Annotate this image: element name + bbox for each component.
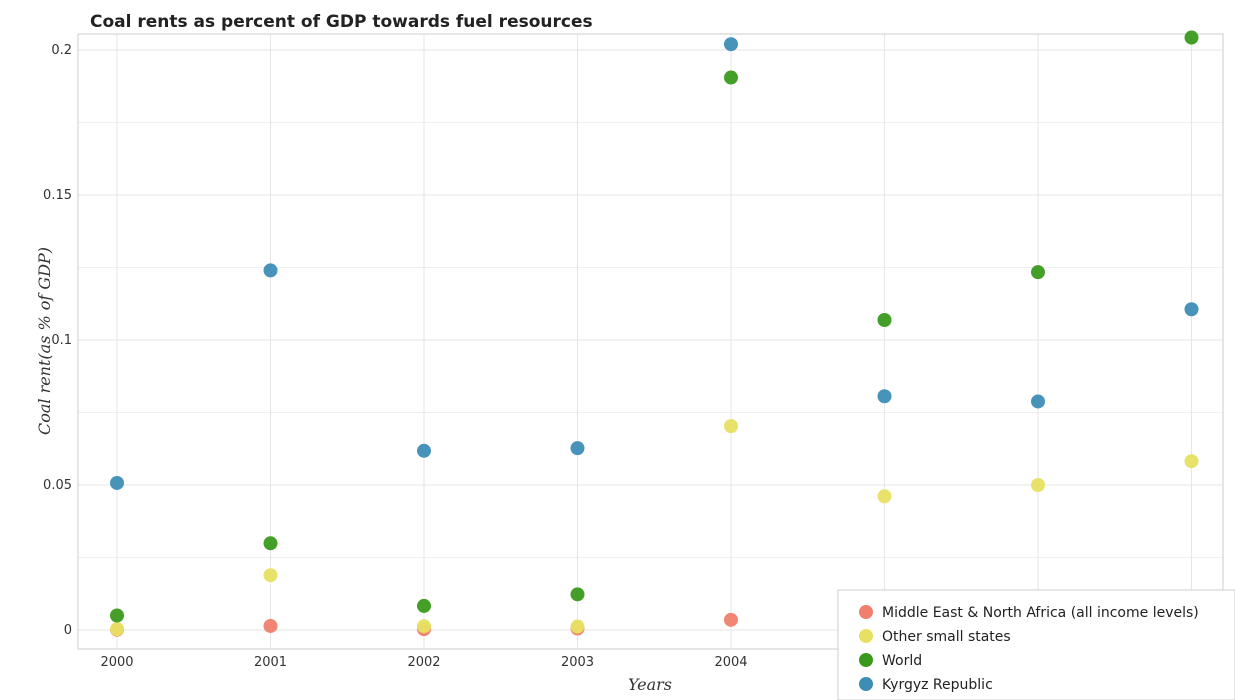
x-axis-label: Years [628,675,672,694]
chart-title: Coal rents as percent of GDP towards fue… [90,12,593,32]
data-point [724,419,738,434]
legend-label: Kyrgyz Republic [882,677,993,693]
data-point [263,618,278,633]
legend-marker [859,629,873,643]
data-point [110,622,124,637]
data-point [263,568,278,583]
legend-marker [859,653,873,667]
x-tick-label: 2002 [407,655,440,670]
data-point [877,389,892,404]
x-tick-label: 2000 [100,655,133,670]
legend-label: Other small states [882,629,1011,645]
x-tick-label: 2001 [254,655,287,670]
legend: Middle East & North Africa (all income l… [837,589,1235,700]
data-point [417,443,431,458]
plot-frame [77,33,1224,650]
data-point [1031,265,1045,280]
legend-marker [859,677,873,691]
data-point [1184,30,1199,45]
data-point [110,475,124,490]
data-point [263,536,278,551]
data-point [570,441,585,456]
y-axis-label: Coal rent(as % of GDP) [35,247,54,435]
data-point [570,587,585,602]
data-point [570,619,585,634]
data-point [1031,394,1045,409]
data-point [417,598,431,613]
y-axis-ticks: 0 0.05 0.1 0.15 0.2 [43,43,72,638]
legend-marker [859,605,873,619]
data-point [724,70,738,85]
data-point [877,489,892,504]
x-tick-label: 2004 [714,655,747,670]
data-point [417,619,431,634]
data-point [263,263,278,278]
y-tick-label: 0 [64,623,72,638]
y-tick-label: 0.05 [43,478,72,493]
data-point [877,312,892,327]
legend-label: World [882,653,922,669]
data-point [724,612,738,627]
gridlines [78,34,1223,649]
y-tick-label: 0.2 [51,43,72,58]
data-points [110,30,1199,637]
y-tick-label: 0.1 [51,333,72,348]
y-tick-label: 0.15 [43,188,72,203]
data-point [724,37,738,52]
legend-label: Middle East & North Africa (all income l… [882,605,1199,621]
data-point [1184,454,1199,469]
x-tick-label: 2003 [561,655,594,670]
data-point [1184,302,1199,317]
data-point [1031,478,1045,492]
data-point [110,608,124,623]
legend-box [837,589,1235,700]
